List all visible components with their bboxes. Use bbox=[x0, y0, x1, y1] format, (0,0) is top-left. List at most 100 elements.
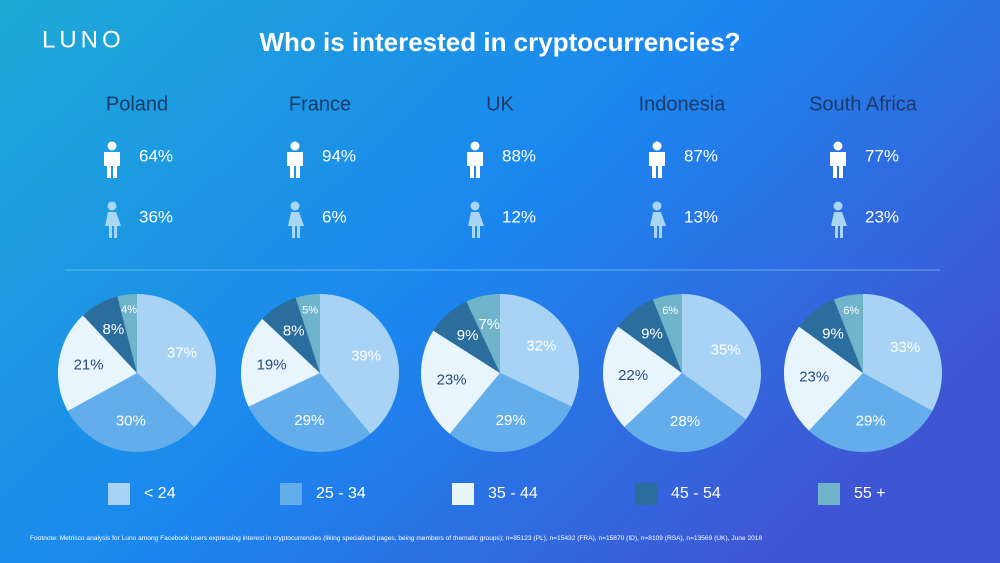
country-name: South Africa bbox=[809, 93, 918, 115]
legend-label: 35 - 44 bbox=[488, 485, 538, 502]
slice-label: 30% bbox=[116, 413, 146, 430]
legend-label: 45 - 54 bbox=[671, 485, 721, 502]
slice-label: 8% bbox=[103, 321, 125, 338]
male-icon bbox=[107, 141, 117, 151]
gender-value: 64% bbox=[139, 146, 173, 165]
female-icon bbox=[107, 201, 117, 211]
female-icon bbox=[650, 212, 666, 238]
gender-value: 36% bbox=[139, 207, 173, 226]
gender-value: 23% bbox=[865, 207, 899, 226]
pie-slice bbox=[833, 294, 863, 373]
pie-slice bbox=[602, 326, 682, 428]
pie-slice bbox=[117, 294, 137, 373]
slice-label: 5% bbox=[302, 304, 318, 316]
legend-swatch bbox=[635, 483, 657, 505]
male-icon bbox=[470, 141, 480, 151]
legend-swatch bbox=[452, 483, 474, 505]
male-icon bbox=[467, 152, 483, 178]
legend-swatch bbox=[818, 483, 840, 505]
legend-label: < 24 bbox=[144, 485, 176, 502]
female-icon bbox=[290, 201, 300, 211]
slice-label: 7% bbox=[478, 316, 500, 333]
female-icon bbox=[288, 212, 304, 238]
legend-label: 25 - 34 bbox=[316, 485, 366, 502]
slice-label: 4% bbox=[121, 304, 137, 316]
slice-label: 9% bbox=[641, 325, 663, 342]
legend-label: 55 + bbox=[854, 485, 886, 502]
slice-label: 23% bbox=[799, 369, 829, 386]
male-icon bbox=[833, 141, 843, 151]
slice-label: 29% bbox=[496, 412, 526, 429]
country-name: Poland bbox=[106, 93, 168, 115]
pie-slice bbox=[799, 299, 863, 373]
slice-label: 23% bbox=[437, 372, 467, 389]
pie-slice bbox=[320, 294, 399, 434]
female-icon bbox=[468, 212, 484, 238]
slice-label: 28% bbox=[670, 413, 700, 430]
pie-slice bbox=[433, 301, 500, 373]
slice-label: 9% bbox=[822, 325, 844, 342]
country-name: France bbox=[289, 93, 351, 115]
legend-swatch bbox=[108, 483, 130, 505]
slice-label: 9% bbox=[457, 327, 479, 344]
gender-value: 94% bbox=[322, 146, 356, 165]
female-icon bbox=[652, 201, 662, 211]
pie-slice bbox=[262, 297, 320, 373]
gender-value: 6% bbox=[322, 207, 347, 226]
pie-slice bbox=[57, 315, 138, 412]
pie-slice bbox=[624, 373, 746, 452]
slice-label: 35% bbox=[711, 342, 741, 359]
logo: LUNO bbox=[42, 26, 125, 53]
pie-slice bbox=[67, 373, 195, 452]
pie-slice bbox=[500, 294, 579, 407]
male-icon bbox=[287, 152, 303, 178]
slice-label: 39% bbox=[351, 347, 381, 364]
gender-value: 87% bbox=[684, 146, 718, 165]
pie-slice bbox=[783, 326, 863, 431]
pie-slice bbox=[652, 294, 682, 373]
male-icon bbox=[649, 152, 665, 178]
male-icon bbox=[290, 141, 300, 151]
slice-label: 32% bbox=[526, 338, 556, 355]
pie-slice bbox=[241, 318, 320, 407]
footnote: Footnote: Metrisco analysis for Luno amo… bbox=[30, 535, 762, 542]
slice-label: 33% bbox=[890, 339, 920, 356]
male-icon bbox=[652, 141, 662, 151]
slice-label: 6% bbox=[662, 305, 678, 317]
pie-slice bbox=[682, 294, 762, 420]
female-icon bbox=[470, 201, 480, 211]
male-icon bbox=[830, 152, 846, 178]
slice-label: 29% bbox=[856, 412, 886, 429]
gender-value: 13% bbox=[684, 207, 718, 226]
legend-swatch bbox=[280, 483, 302, 505]
pie-slice bbox=[466, 294, 500, 373]
slice-label: 6% bbox=[843, 305, 859, 317]
slice-label: 22% bbox=[618, 367, 648, 384]
pie-slice bbox=[248, 373, 371, 452]
pie-slice bbox=[449, 373, 572, 452]
pie-slice bbox=[137, 294, 217, 428]
slice-label: 19% bbox=[257, 356, 287, 373]
country-name: Indonesia bbox=[639, 93, 727, 115]
slice-label: 21% bbox=[74, 356, 104, 373]
female-icon bbox=[105, 212, 121, 238]
female-icon bbox=[831, 212, 847, 238]
gender-value: 12% bbox=[502, 207, 536, 226]
slice-label: 29% bbox=[294, 412, 324, 429]
slice-label: 8% bbox=[283, 323, 305, 340]
pie-slice bbox=[863, 294, 942, 412]
gender-value: 88% bbox=[502, 146, 536, 165]
pie-slice bbox=[295, 294, 320, 373]
country-name: UK bbox=[486, 93, 514, 115]
gender-value: 77% bbox=[865, 146, 899, 165]
male-icon bbox=[104, 152, 120, 178]
pie-slice bbox=[618, 299, 682, 373]
pie-slice bbox=[808, 373, 933, 453]
female-icon bbox=[833, 201, 843, 211]
title: Who is interested in cryptocurrencies? bbox=[259, 27, 740, 57]
pie-slice bbox=[82, 296, 137, 373]
pie-slice bbox=[420, 330, 500, 434]
